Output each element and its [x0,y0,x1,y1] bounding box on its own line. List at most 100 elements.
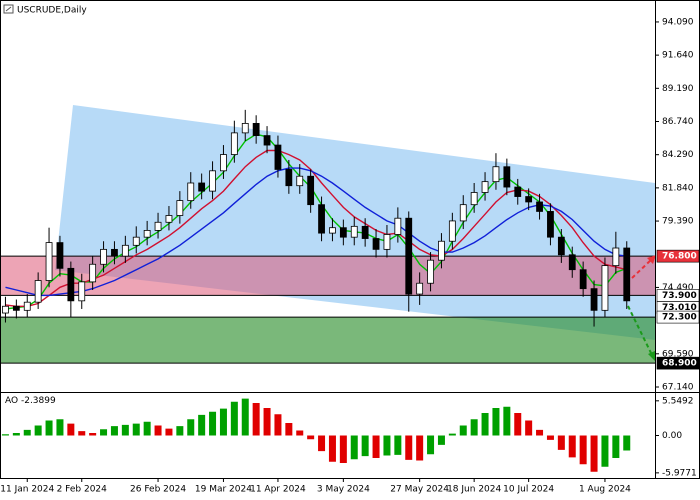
x-tick-label: 18 Jun 2024 [447,485,501,495]
y-tick-label: 84.290 [662,150,694,160]
ao-bar [514,413,522,436]
candle-body [579,269,587,290]
icon-line [5,6,12,12]
candle-body [220,154,227,172]
y-tick-label: 0.00 [662,431,682,441]
ao-bar [100,429,108,436]
y-tick-label: 79.390 [662,217,694,227]
indicator-value: -2.3899 [21,396,56,406]
ao-bar [241,398,249,436]
candle-body [263,135,271,146]
down-arrow [627,305,653,356]
ao-bar [154,425,162,436]
ao-bar [263,408,271,436]
y-tick-label: 86.740 [662,117,694,127]
candle-body [274,144,282,170]
candle-body [12,305,20,311]
candle-body [100,248,107,265]
x-tick-label: 27 May 2024 [390,485,449,495]
ao-bar [67,423,75,436]
candle-body [427,259,434,284]
down-arrowhead [648,351,655,361]
candle-body [307,175,315,206]
y-tick-label: 67.140 [662,382,694,392]
candle-body [45,242,53,281]
candle-body [557,236,565,256]
y-tick-label: 5.5492 [662,396,694,406]
candle-body [525,196,533,203]
x-tick-label: 2 Feb 2024 [57,485,108,495]
candle-body [514,186,522,197]
candle-body [383,234,391,250]
candle-body [56,242,64,269]
ao-bar [318,435,326,452]
ao-bar [56,419,64,436]
ao-bar [274,414,282,436]
candle-body [198,182,206,192]
ao-bar [339,435,347,463]
ao-bar [459,425,467,436]
ao-bar [361,435,369,457]
ao-bar [601,435,609,467]
ao-bar [405,435,413,460]
icon [3,4,14,14]
up-arrow [631,258,653,279]
ao-bar [132,423,140,436]
x-tick-label: 26 Feb 2024 [130,485,186,495]
candle-body [547,211,554,238]
ao-bar [590,435,598,472]
level-label: 73.900 [662,291,697,301]
ao-bar [328,435,336,462]
ao-bar [394,435,402,455]
candle-body [67,267,75,302]
x-tick-label: 1 Aug 2024 [579,485,631,495]
ao-bar [612,435,620,458]
candle-body [601,265,609,311]
x-tick-label: 11 Jan 2024 [0,485,54,495]
candle-body [470,192,478,206]
ao-bar [89,433,97,436]
ao-bar [209,411,217,436]
ao-bar [78,431,86,436]
x-tick-label: 10 Jul 2024 [503,485,554,495]
ao-bar [187,419,195,436]
candle-body [394,217,402,235]
ao-bar [110,426,118,436]
y-tick-label: 69.590 [662,349,694,359]
layers: 94.090 91.640 89.190 86.740 84.290 81.840 79.3… [0,17,700,495]
candle-body [121,244,129,257]
symbol-icon [3,4,14,14]
candle-body [89,263,97,283]
chart-title: USCRUDE,Daily [17,6,87,16]
ao-bar [503,406,511,436]
ao-bar [285,423,293,436]
candle-body [230,132,238,155]
candle-body [285,169,293,187]
y-tick-label: 94.090 [662,17,694,27]
candle-body [23,301,31,311]
candle-body [361,225,369,239]
candle-body [78,281,86,302]
y-tick-label: 89.190 [662,84,694,94]
moving-average [5,149,627,307]
candle-body [612,247,620,267]
y-tick-label: 81.840 [662,183,694,193]
candle-body [132,236,140,246]
indicator-title: AO -2.3899 [5,396,56,406]
ao-bar [437,435,445,445]
level-label: 76.800 [662,252,697,262]
candle-body [448,220,456,242]
ao-bar [34,425,42,436]
ao-bar [546,435,554,440]
ao-bar [383,435,391,456]
candle-body [372,238,380,250]
ao-bar [557,435,565,450]
candle-body [339,227,347,238]
candle-body [481,181,489,193]
ao-bar [230,401,238,436]
ao-bar [176,426,184,436]
ao-bar [12,433,20,436]
candle-body [568,254,576,271]
ao-bar [492,408,500,436]
